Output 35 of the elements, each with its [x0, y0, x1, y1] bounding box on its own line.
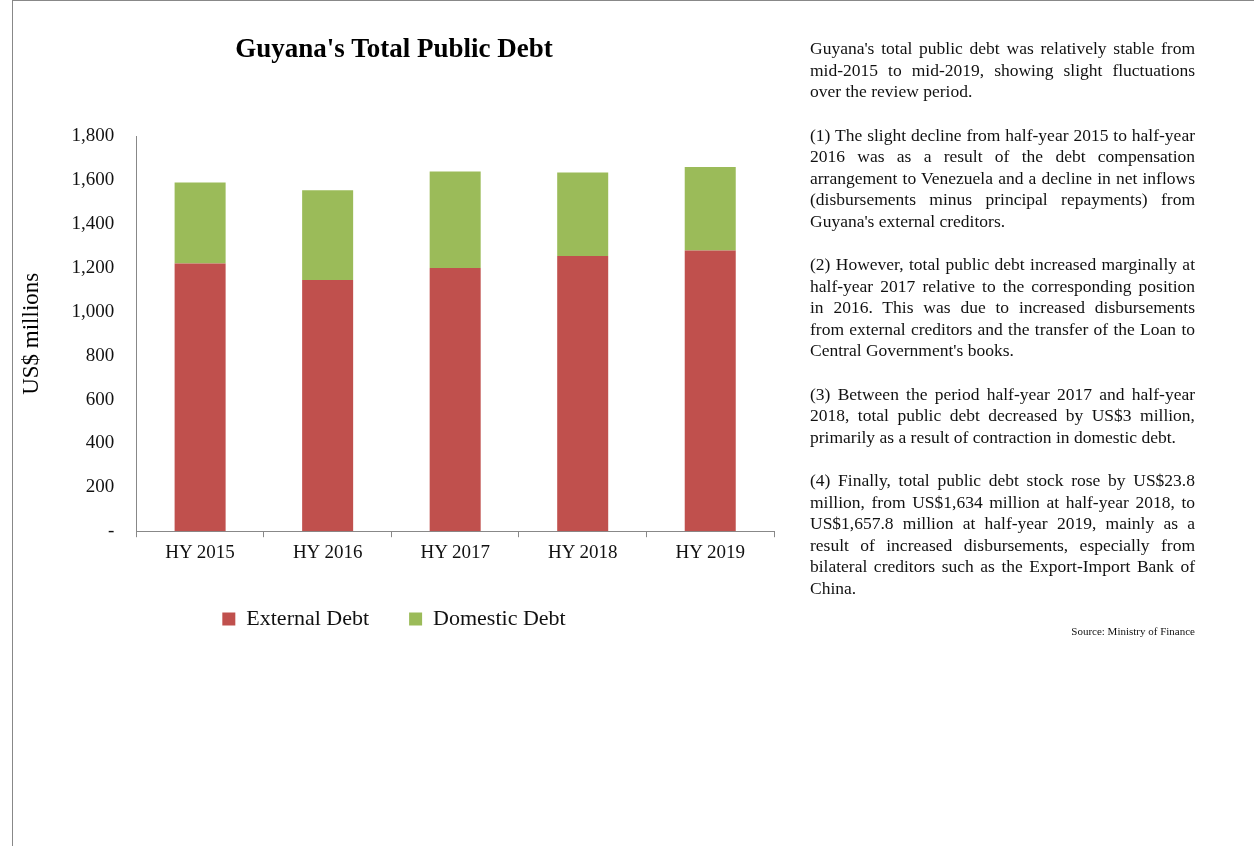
x-tick-label: HY 2016	[292, 540, 363, 562]
bar	[429, 171, 481, 268]
y-tick-label: 800	[85, 343, 115, 365]
x-tick-label: HY 2019	[675, 540, 745, 562]
legend-label: External Debt	[246, 604, 370, 630]
y-tick-label: 1,400	[71, 212, 115, 234]
bar	[684, 250, 736, 532]
y-tick-label: 1,600	[71, 168, 115, 190]
chart-title: Guyana's Total Public Debt	[235, 33, 553, 64]
y-axis-title: US$ millions	[17, 272, 43, 395]
y-tick-label: 1,800	[71, 124, 115, 146]
x-tick-label: HY 2017	[420, 540, 490, 562]
x-tick-label: HY 2018	[547, 540, 618, 562]
bar	[302, 190, 354, 281]
y-tick-label: 200	[85, 475, 115, 497]
x-tick-label: HY 2015	[165, 540, 235, 562]
y-tick-label: 600	[85, 387, 115, 409]
legend-label: Domestic Debt	[433, 604, 566, 630]
bar	[684, 167, 736, 251]
text: (4) Finally, total public debt stock rose by US$23.8 million, from US$1,634 million at half-year 2018, to US$1,657.8 million at half-year 2019, mainly as a result of increased disbursements, especially from bilateral creditors such as the Export-Import Bank of China.	[810, 470, 1195, 599]
text: Guyana's total public debt was relatively stable from mid-2015 to mid-2019, showing slight fluctuations over the review period.	[810, 38, 1195, 103]
bar	[174, 263, 226, 532]
y-tick-label: 400	[85, 431, 115, 453]
bar	[174, 182, 226, 264]
source-note: Source: Ministry of Finance	[1070, 624, 1195, 639]
bar	[302, 280, 354, 532]
text: (2) However, total public debt increased marginally at half-year 2017 relative to the corresponding position in 2016. This was due to increased disbursements from external creditors and the transfer of the Loan to Central Government's books.	[810, 254, 1195, 362]
bar	[557, 255, 609, 532]
bar	[429, 268, 481, 532]
y-tick-label: 1,200	[71, 255, 115, 277]
bar	[557, 172, 609, 256]
y-tick-label: 1,000	[71, 299, 115, 321]
text: (3) Between the period half-year 2017 and half-year 2018, total public debt decreased by US$3 million, primarily as a result of contraction in domestic debt.	[810, 383, 1195, 448]
text: (1) The slight decline from half-year 2015 to half-year 2016 was as a result of the debt compensation arrangement to Venezuela and a decline in net inflows (disbursements minus principal repayments) from Guyana's external creditors.	[810, 124, 1195, 232]
y-tick-label: -	[108, 519, 115, 541]
